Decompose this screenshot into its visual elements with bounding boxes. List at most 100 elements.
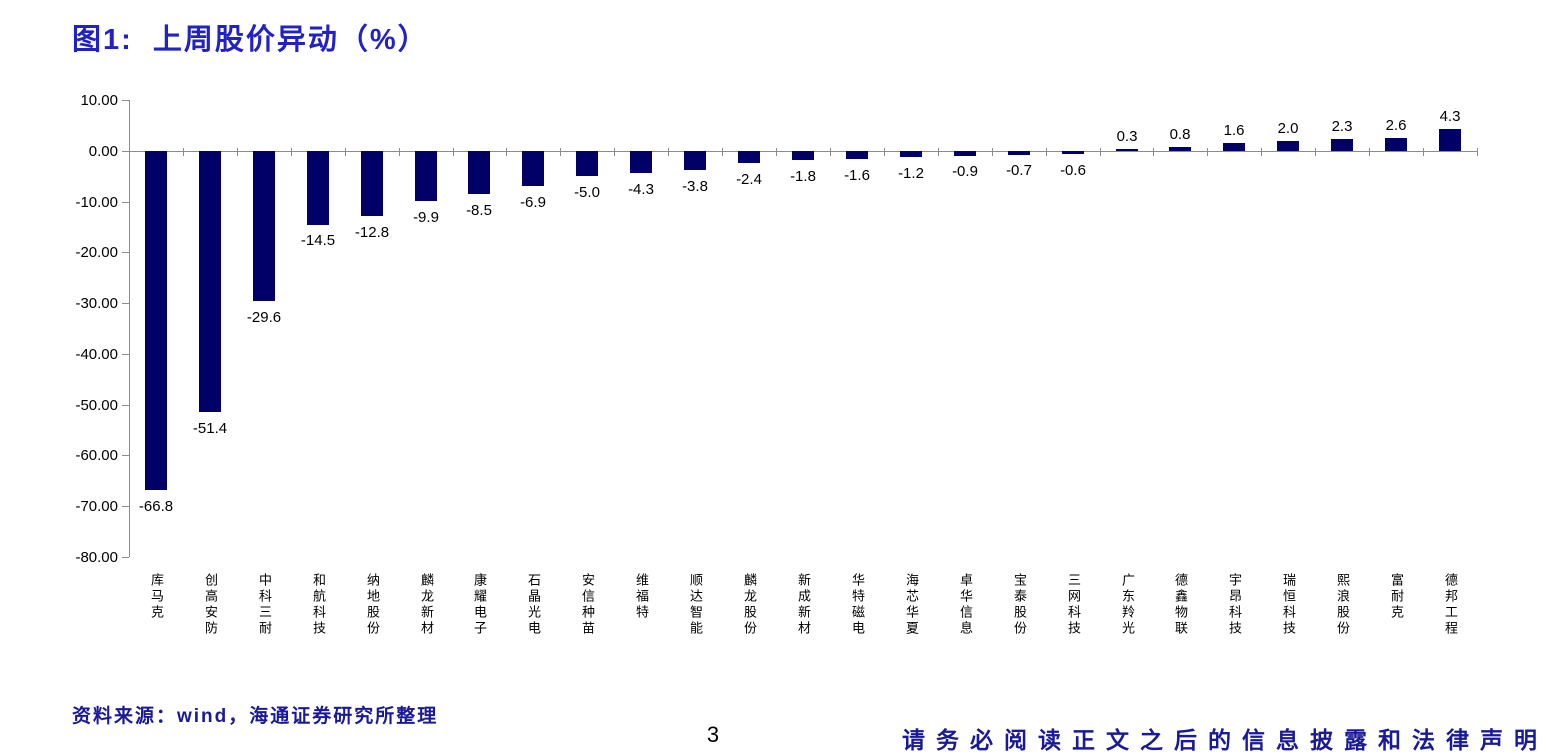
category-label: 德鑫物联 — [1173, 573, 1188, 637]
bar-value-label: -3.8 — [682, 178, 708, 195]
bar-value-label: 0.3 — [1116, 128, 1138, 145]
category-label: 华特磁电 — [850, 573, 865, 637]
bar-value-label: -0.6 — [1060, 162, 1086, 179]
y-axis-tick-label: -60.00 — [75, 447, 118, 464]
x-axis-tick — [399, 148, 400, 156]
bar-value-label: 1.6 — [1223, 122, 1245, 139]
x-axis-tick — [506, 148, 507, 156]
category-label: 库马克 — [149, 573, 164, 621]
x-axis-tick — [776, 148, 777, 156]
y-axis-tick-label: -50.00 — [75, 397, 118, 414]
x-axis-tick — [1369, 148, 1370, 156]
category-label: 康耀电子 — [472, 573, 487, 637]
y-axis-tick — [122, 506, 129, 507]
bar — [307, 151, 329, 225]
bar — [145, 151, 167, 490]
bar-value-label: -0.7 — [1006, 162, 1032, 179]
x-axis-tick — [453, 148, 454, 156]
bar — [1385, 138, 1407, 151]
category-label: 中科三耐 — [257, 573, 272, 637]
bar — [846, 151, 868, 159]
x-axis-tick — [129, 148, 130, 156]
bar-value-label: -5.0 — [574, 184, 600, 201]
bar-value-label: 4.3 — [1439, 108, 1461, 125]
category-label: 石晶光电 — [526, 573, 541, 637]
bar — [1062, 151, 1084, 154]
y-axis-tick — [122, 405, 129, 406]
y-axis-tick-label: -70.00 — [75, 498, 118, 515]
x-axis-tick — [668, 148, 669, 156]
bar — [1008, 151, 1030, 155]
category-label: 德邦工程 — [1443, 573, 1458, 637]
y-axis-tick-label: 0.00 — [88, 143, 118, 160]
bar — [1439, 129, 1461, 151]
category-label: 熙浪股份 — [1335, 573, 1350, 637]
x-axis-tick — [1315, 148, 1316, 156]
bar — [576, 151, 598, 176]
x-axis-tick — [1100, 148, 1101, 156]
y-axis-tick — [122, 151, 129, 152]
y-axis-tick — [122, 303, 129, 304]
disclaimer: 请务必阅读正文之后的信息披露和法律声明 — [902, 727, 1548, 753]
bar-value-label: 0.8 — [1169, 126, 1191, 143]
bar — [522, 151, 544, 186]
category-label: 宝泰股份 — [1012, 573, 1027, 637]
x-axis-tick — [938, 148, 939, 156]
y-axis-tick-label: -80.00 — [75, 549, 118, 566]
bar — [1277, 141, 1299, 151]
bar — [792, 151, 814, 160]
bar-value-label: 2.6 — [1385, 117, 1407, 134]
bar-value-label: 2.0 — [1277, 120, 1299, 137]
x-axis-tick — [345, 148, 346, 156]
page-number: 3 — [706, 722, 720, 747]
x-axis-tick — [830, 148, 831, 156]
category-label: 卓华信息 — [958, 573, 973, 637]
bar-value-label: -51.4 — [192, 420, 228, 437]
bar — [468, 151, 490, 194]
x-axis-tick — [992, 148, 993, 156]
bar — [1223, 143, 1245, 151]
bar — [738, 151, 760, 163]
category-label: 三网科技 — [1066, 573, 1081, 637]
bar-value-label: -29.6 — [246, 309, 282, 326]
category-label: 新成新材 — [796, 573, 811, 637]
x-axis-tick — [1046, 148, 1047, 156]
bar — [1116, 149, 1138, 151]
x-axis-tick — [1423, 148, 1424, 156]
category-label: 纳地股份 — [365, 573, 380, 637]
x-axis-tick — [1153, 148, 1154, 156]
bar — [361, 151, 383, 216]
y-axis-tick — [122, 252, 129, 253]
y-axis-line — [129, 100, 130, 557]
y-axis-tick — [122, 100, 129, 101]
bar-value-label: 2.3 — [1331, 118, 1353, 135]
category-label: 安信种苗 — [580, 573, 595, 637]
category-label: 海芯华夏 — [904, 573, 919, 637]
bar — [415, 151, 437, 201]
y-axis-tick — [122, 202, 129, 203]
bar — [199, 151, 221, 412]
bar — [1331, 139, 1353, 151]
category-label: 维福特 — [634, 573, 649, 621]
bar — [900, 151, 922, 157]
category-label: 瑞恒科技 — [1281, 573, 1296, 637]
y-axis-tick-label: -40.00 — [75, 346, 118, 363]
bar-value-label: -1.6 — [844, 167, 870, 184]
y-axis-tick — [122, 557, 129, 558]
x-axis-tick — [1207, 148, 1208, 156]
bar-value-label: -12.8 — [354, 224, 390, 241]
bar-value-label: -6.9 — [520, 194, 546, 211]
x-axis-tick — [614, 148, 615, 156]
x-axis-tick — [560, 148, 561, 156]
bar-value-label: -1.8 — [790, 168, 816, 185]
bar-value-label: -9.9 — [413, 209, 439, 226]
bar — [954, 151, 976, 156]
x-axis-tick — [1477, 148, 1478, 156]
y-axis-tick-label: -10.00 — [75, 194, 118, 211]
category-label: 广东羚光 — [1120, 573, 1135, 637]
bar-value-label: -4.3 — [628, 181, 654, 198]
bar-value-label: -66.8 — [138, 498, 174, 515]
category-label: 麟龙股份 — [742, 573, 757, 637]
